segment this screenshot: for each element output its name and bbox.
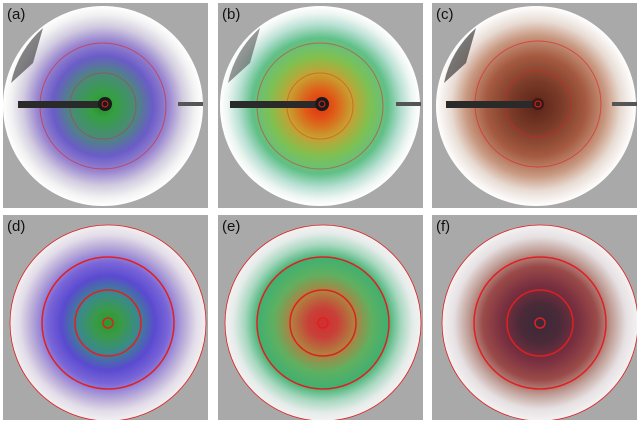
panel-b: (b) xyxy=(218,3,423,208)
panel-d: (d) xyxy=(3,215,208,420)
center-ring xyxy=(534,317,546,329)
panel-label: (b) xyxy=(222,6,241,23)
panel-label: (e) xyxy=(222,218,241,235)
panel-e: (e) xyxy=(218,215,423,420)
panel-c: (c) xyxy=(432,3,637,208)
outer-ring xyxy=(256,256,390,390)
center-ring xyxy=(102,317,114,329)
outer-ring xyxy=(41,256,175,390)
panel-e-image xyxy=(224,224,422,420)
needle xyxy=(446,101,538,108)
panel-f-image xyxy=(441,224,637,420)
center-ring xyxy=(317,317,329,329)
sim-disc xyxy=(441,224,637,420)
panel-label: (a) xyxy=(7,6,26,23)
panel-a: (a) xyxy=(3,3,208,208)
needle-tip xyxy=(315,97,329,111)
panel-label: (f) xyxy=(436,218,451,235)
inner-ring xyxy=(289,289,357,357)
inner-ring xyxy=(74,289,142,357)
needle xyxy=(18,101,108,108)
panel-label: (d) xyxy=(7,218,26,235)
inner-ring xyxy=(506,289,574,357)
panel-c-image xyxy=(436,6,637,206)
panel-b-image xyxy=(220,6,421,206)
needle-tip xyxy=(532,98,544,110)
outer-ring xyxy=(473,256,607,390)
needle xyxy=(230,101,322,108)
sim-disc xyxy=(224,224,422,420)
panel-f: (f) xyxy=(432,215,637,420)
panel-label: (c) xyxy=(436,6,454,23)
panel-d-image xyxy=(9,224,207,420)
needle-tip xyxy=(98,97,112,111)
sim-disc xyxy=(9,224,207,420)
panel-a-image xyxy=(3,6,203,206)
